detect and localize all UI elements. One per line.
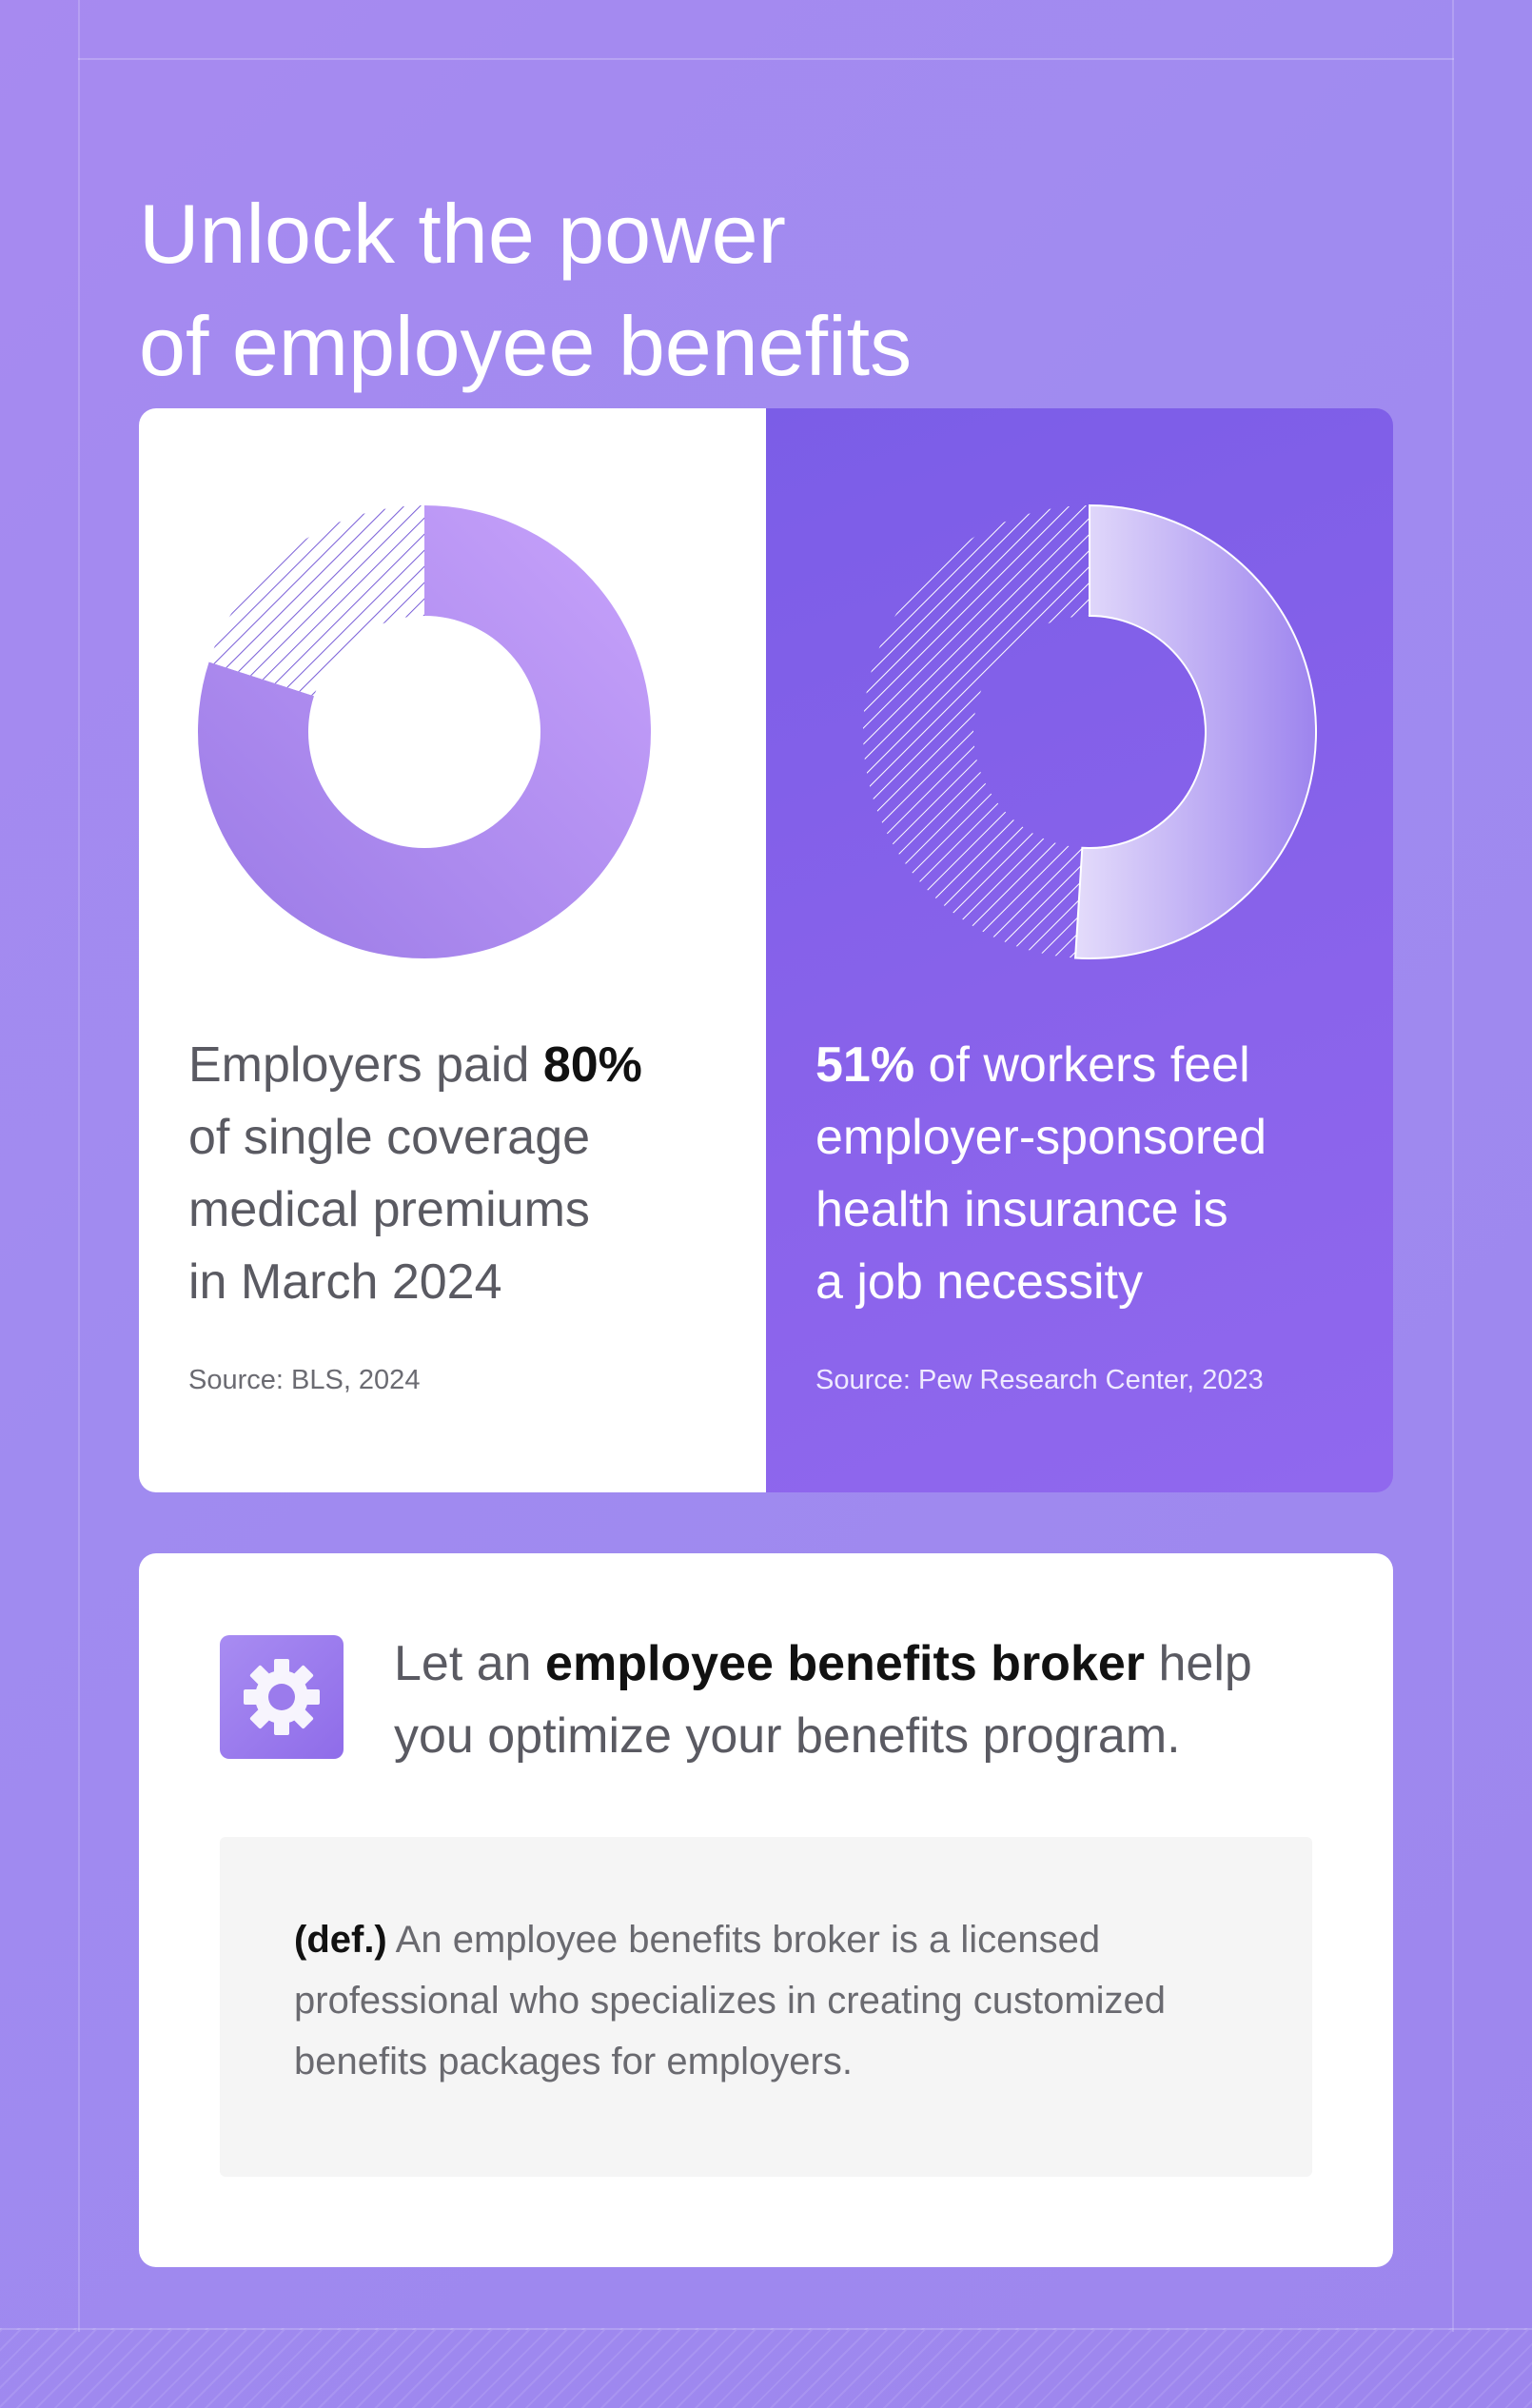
stat-source-bls: Source: BLS, 2024 [188,1365,421,1395]
stat-source-pew: Source: Pew Research Center, 2023 [815,1365,1264,1395]
definition-label: (def.) [294,1919,387,1961]
gear-icon-graphic [244,1659,320,1735]
caption-line: medical premiums [188,1182,590,1237]
frame-line-right [1452,0,1454,2332]
definition-text: (def.) An employee benefits broker is a … [294,1909,1265,2092]
donut-slice-remaining [863,505,1090,958]
frame-line-left [78,0,80,2332]
caption-prefix: Employers paid [188,1037,543,1093]
broker-text-before: Let an [394,1636,546,1691]
stats-card: Employers paid 80% of single coverage me… [139,408,1393,1492]
broker-headline: Let an employee benefits broker help you… [394,1628,1345,1772]
stat-value-80: 80% [542,1037,642,1093]
donut-chart-employers [197,505,651,959]
frame-line-top [78,58,1454,60]
donut-slice-remaining [208,505,424,697]
donut-chart-workers [863,503,1317,959]
bottom-hatch-band [0,2328,1532,2408]
title-line-2: of employee benefits [139,298,913,393]
definition-box: (def.) An employee benefits broker is a … [220,1837,1312,2177]
stat-panel-workers: 51% of workers feel employer-sponsored h… [766,408,1393,1492]
stat-panel-employers: Employers paid 80% of single coverage me… [139,408,766,1492]
caption-line: in March 2024 [188,1254,502,1310]
caption-line: employer-sponsored [815,1110,1267,1165]
caption-suffix: of workers feel [914,1037,1250,1093]
stat-caption-employers: Employers paid 80% of single coverage me… [188,1029,721,1318]
title-line-1: Unlock the power [139,186,786,281]
caption-line: health insurance is [815,1182,1228,1237]
broker-card: Let an employee benefits broker help you… [139,1553,1393,2267]
donut-slice-employers [197,505,651,959]
broker-text-strong: employee benefits broker [545,1636,1146,1691]
caption-line: a job necessity [815,1254,1143,1310]
page-title: Unlock the power of employee benefits [139,178,1376,403]
stat-value-51: 51% [815,1037,915,1093]
broker-text-after: help [1145,1636,1252,1691]
broker-text-line2: you optimize your benefits program. [394,1708,1181,1764]
gear-icon [220,1635,344,1759]
donut-slice-workers [1073,503,1317,959]
caption-line: of single coverage [188,1110,591,1165]
stat-caption-workers: 51% of workers feel employer-sponsored h… [815,1029,1348,1318]
definition-body: An employee benefits broker is a license… [294,1919,1167,2082]
